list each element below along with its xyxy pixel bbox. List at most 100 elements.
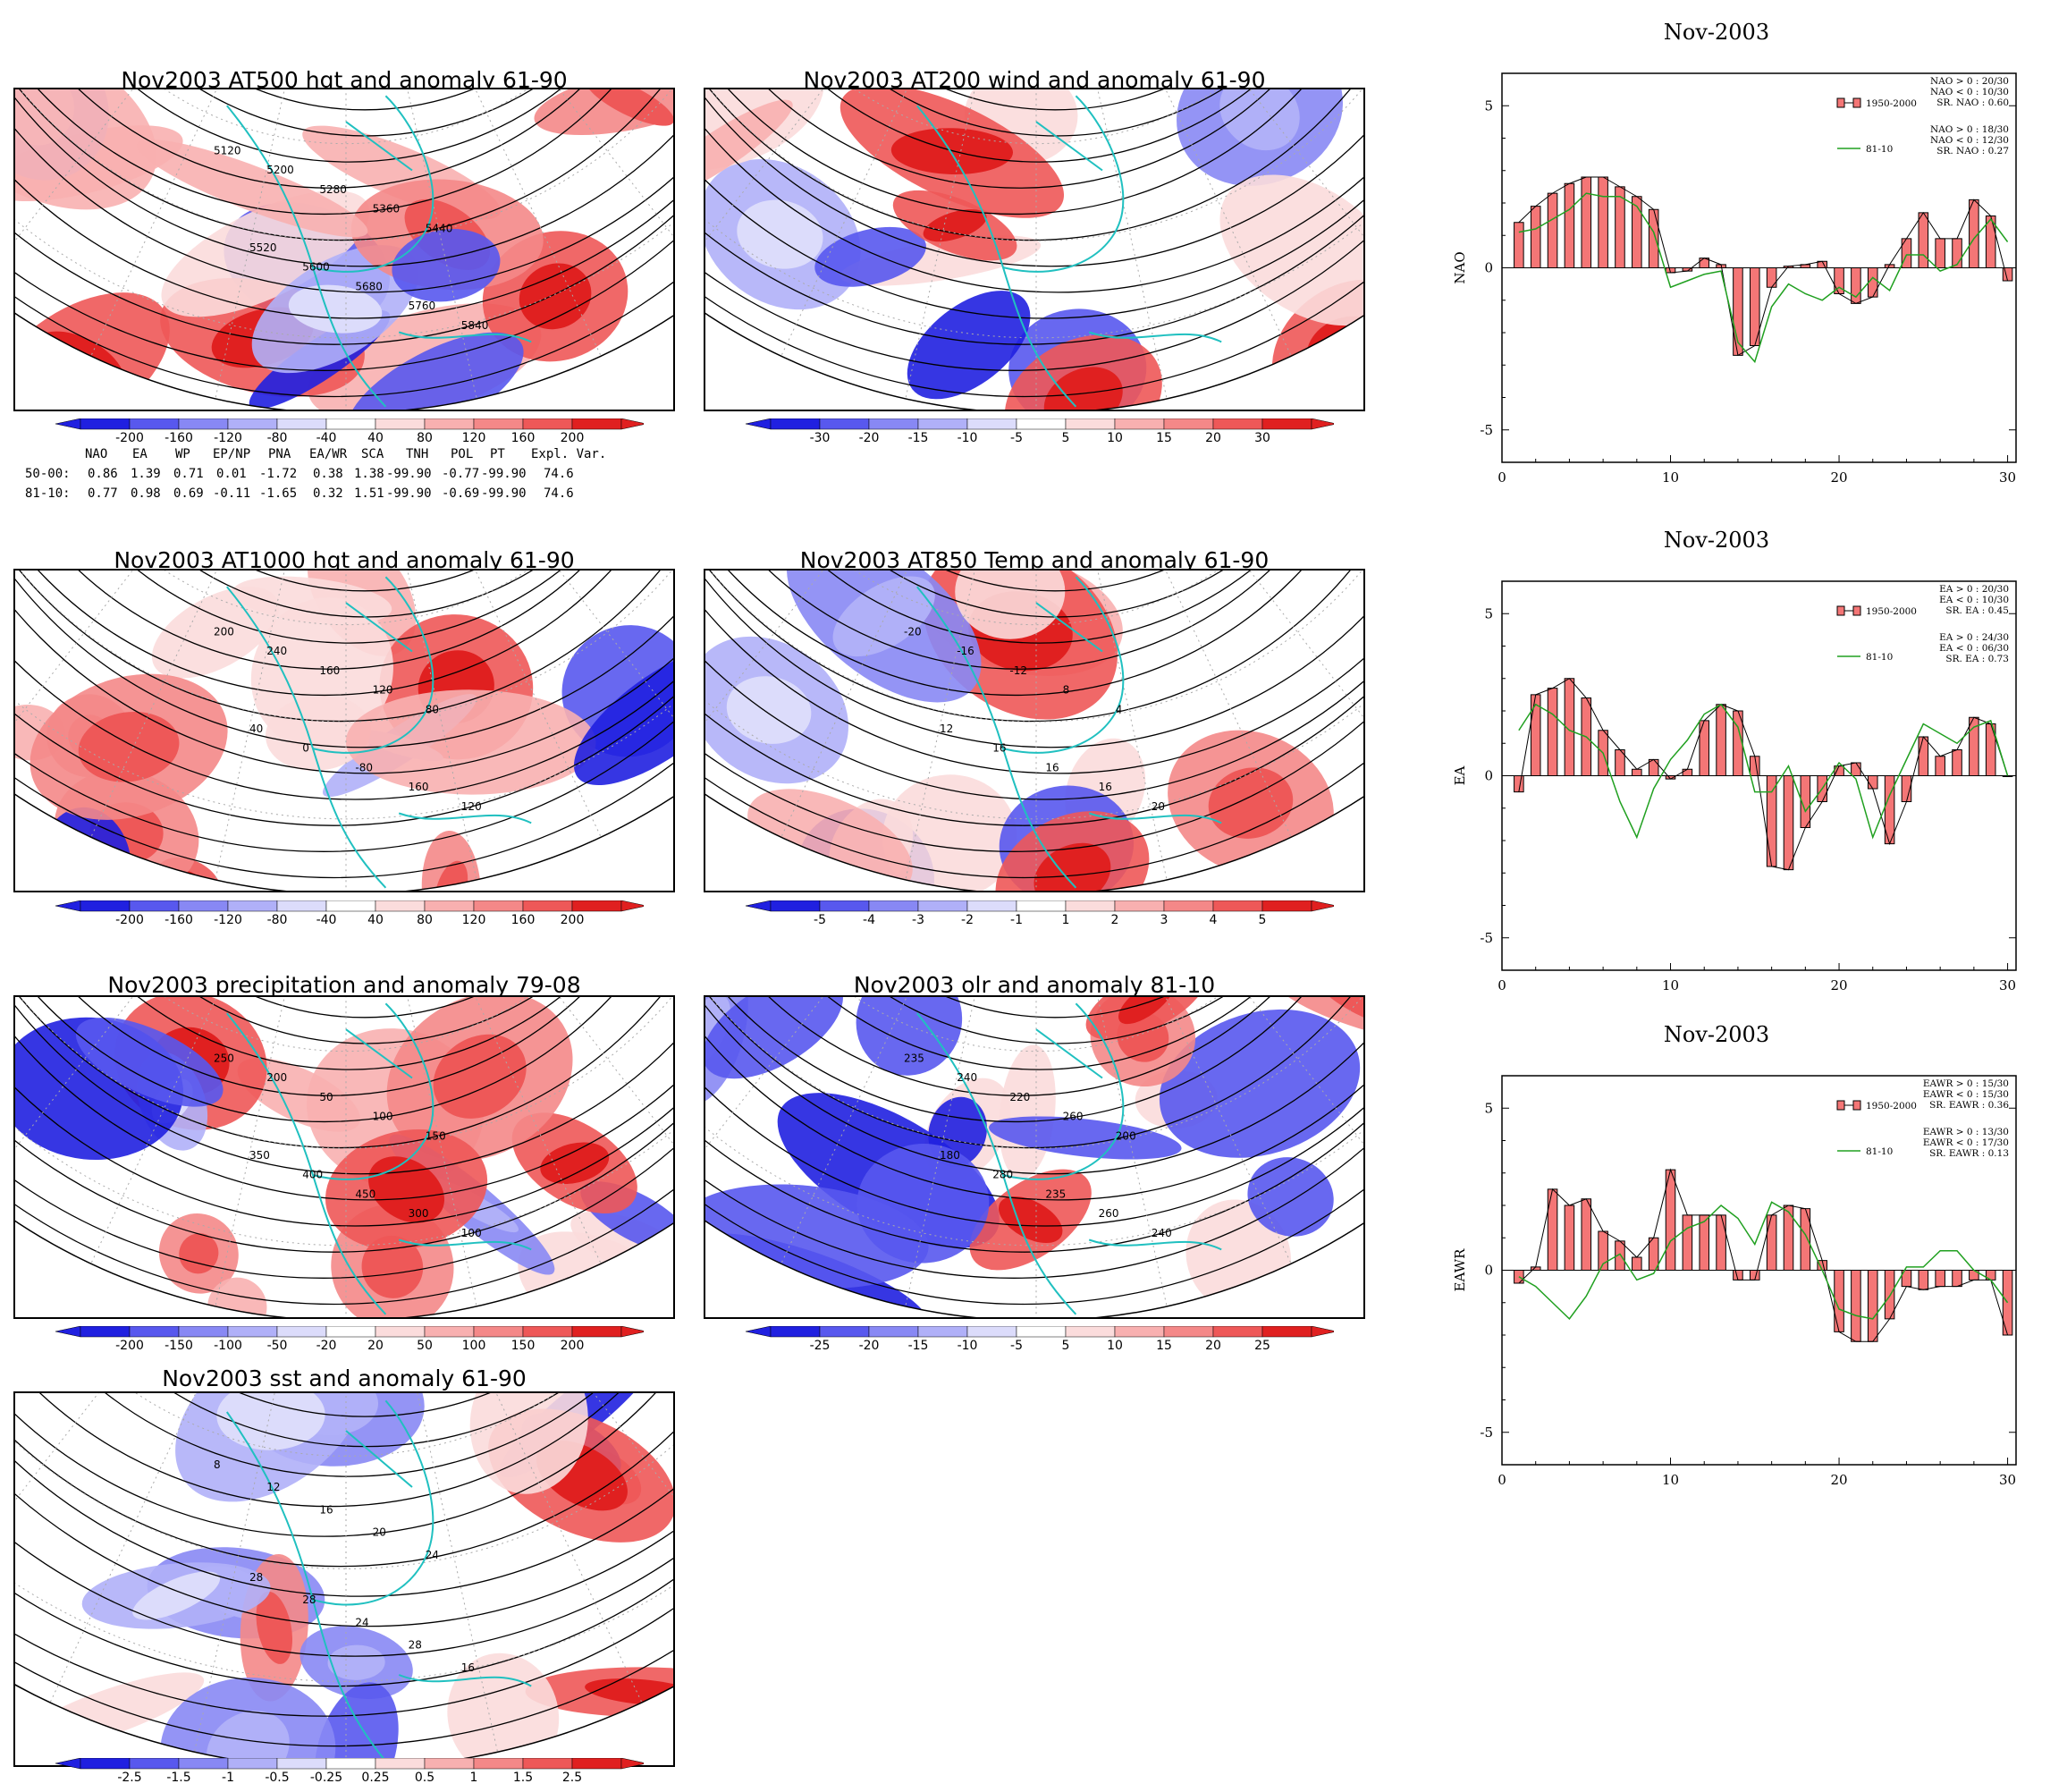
graticule-line: [755, 89, 1037, 410]
colorbar-segment: [1163, 1325, 1214, 1338]
legend-stat: EA > 0 : 24/30: [1939, 632, 2009, 643]
table-cell: 0.69: [173, 486, 204, 501]
contour-line: [70, 89, 660, 111]
colorbar-label: 20: [367, 1339, 384, 1353]
table-cell: -0.69: [442, 486, 480, 501]
bar: [1632, 1256, 1642, 1271]
colorbar-label: -0.5: [265, 1771, 290, 1785]
colorbar-segment: [80, 418, 131, 430]
bar: [1514, 222, 1524, 268]
contour-label: 5280: [319, 183, 347, 196]
contour-line: [15, 1393, 673, 1448]
map-canvas-precip: 250 200 50 100 150 350 400 450 300 100: [15, 997, 673, 1317]
map-title-precip: Nov2003 precipitation and anomaly 79-08: [107, 972, 581, 998]
table-cell: -0.77: [442, 467, 480, 481]
bar: [1867, 267, 1878, 298]
legend-stat: NAO < 0 : 10/30: [1930, 87, 2009, 97]
anomaly-shading: [540, 1142, 610, 1184]
contour-line: [705, 89, 1363, 163]
y-tick-label: 0: [1484, 260, 1493, 276]
map-title-olr: Nov2003 olr and anomaly 81-10: [853, 972, 1216, 998]
colorbar-at1000: -200 -160 -120 -80 -40 40 80 120 160 200: [54, 900, 647, 931]
colorbar-segment: [1114, 900, 1165, 912]
graticule-line: [345, 1393, 514, 1765]
coastline: [226, 1002, 532, 1315]
legend-bar-swatch: [1836, 97, 1845, 108]
contour-label: 200: [1116, 1129, 1136, 1142]
legend-stat: SR. EAWR : 0.36: [1929, 1100, 2009, 1111]
anomaly-shading: [814, 226, 926, 287]
colorbar-segment: [571, 1757, 622, 1770]
table-header-pol: POL: [451, 447, 474, 461]
colorbar-segment: [473, 1757, 524, 1770]
x-tick-label: 20: [1831, 1472, 1848, 1485]
contour-label: 400: [302, 1169, 323, 1181]
map-at850: -20 -16 -12 8 4 12 16 16 16 20: [704, 569, 1365, 892]
colorbar-label: 160: [510, 913, 536, 927]
contour-label: 300: [409, 1207, 429, 1220]
colorbar-at200: -30 -20 -15 -10 -5 5 10 15 20 30: [744, 418, 1337, 449]
contour-line: [705, 997, 1363, 1279]
y-axis-label: EA: [1452, 765, 1468, 785]
colorbar-segment: [178, 418, 229, 430]
colorbar-segment: [522, 900, 573, 912]
table-header-nao: NAO: [85, 447, 108, 461]
bar: [1648, 208, 1659, 268]
table-cell: -99.90: [386, 486, 432, 501]
x-tick-label: 20: [1831, 469, 1848, 483]
colorbar-segment: [571, 900, 622, 912]
graticule-line: [345, 997, 628, 1317]
colorbar-label: 30: [1254, 431, 1270, 445]
anomaly-shading: [955, 571, 1066, 639]
colorbar-segment: [375, 1757, 426, 1770]
bar: [1952, 1270, 1962, 1288]
colorbar-label: 200: [560, 431, 585, 445]
contour-line: [15, 571, 673, 748]
contour-label: 5840: [461, 319, 489, 332]
colorbar-segment: [325, 1757, 376, 1770]
colorbar-segment: [1065, 1325, 1116, 1338]
colorbar-label: -120: [214, 431, 242, 445]
colorbar-arrow-left: [745, 418, 772, 430]
colorbar-segment: [424, 418, 475, 430]
colorbar-label: -20: [858, 1339, 880, 1353]
map-title-sst: Nov2003 sst and anomaly 61-90: [162, 1365, 527, 1391]
contour-line: [15, 1393, 673, 1627]
bar: [1918, 736, 1929, 776]
coastline: [916, 576, 1222, 889]
table-header-wp: WP: [175, 447, 190, 461]
contour-line: [760, 997, 1350, 1019]
contour-line: [705, 571, 1363, 670]
contour-label: 120: [461, 800, 482, 813]
row-label: 81-10:: [25, 486, 71, 501]
contour-line: [705, 997, 1363, 1096]
contour-line: [705, 89, 1363, 319]
contour-line: [15, 89, 673, 163]
colorbar-label: -4: [863, 913, 875, 927]
colorbar-label: -100: [214, 1339, 242, 1353]
anomaly-shading: [469, 1393, 588, 1494]
y-tick-label: -5: [1480, 422, 1493, 438]
colorbar-label: -40: [316, 913, 337, 927]
y-axis-label: NAO: [1452, 251, 1468, 283]
anomaly-shading: [882, 774, 1017, 891]
chart-title-eawr: Nov-2003: [1663, 1022, 1770, 1047]
table-cell: 0.86: [88, 467, 118, 481]
x-tick-label: 30: [1999, 469, 2016, 483]
colorbar-label: -80: [266, 913, 288, 927]
table-cell: -99.90: [481, 486, 527, 501]
colorbar-canvas: [745, 1325, 1337, 1338]
table-cell: 0.98: [131, 486, 161, 501]
contour-line: [15, 571, 673, 826]
colorbar-segment: [1212, 418, 1263, 430]
contour-line: [15, 571, 673, 697]
contour-line: [705, 571, 1363, 852]
colorbar-label: 2: [1110, 913, 1119, 927]
colorbar-segment: [1261, 418, 1312, 430]
map-at200: [704, 88, 1365, 411]
colorbar-label: 160: [510, 431, 536, 445]
legend-line-label: 81-10: [1866, 144, 1893, 155]
graticule-line: [15, 571, 673, 820]
table-cell: 1.39: [131, 467, 161, 481]
